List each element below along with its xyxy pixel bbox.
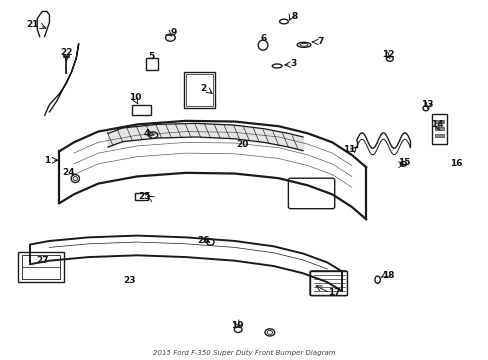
Text: 6: 6 (260, 34, 266, 43)
Bar (18, 252, 64, 282)
Bar (132, 105, 151, 116)
Text: 22: 22 (60, 48, 73, 57)
Text: 21: 21 (26, 19, 39, 28)
Bar (62, 55, 69, 57)
Bar (21, 255, 60, 279)
Text: 14: 14 (430, 120, 443, 129)
Bar (185, 74, 212, 107)
Text: 18: 18 (381, 270, 394, 279)
Text: 4: 4 (143, 129, 150, 138)
Text: 19: 19 (230, 321, 243, 330)
Text: 13: 13 (420, 100, 433, 109)
Bar (434, 120, 443, 123)
Bar (135, 193, 148, 200)
Text: 1: 1 (44, 156, 50, 165)
Bar (183, 72, 215, 108)
Bar (434, 134, 443, 137)
Text: 17: 17 (328, 288, 340, 297)
Text: 2: 2 (200, 84, 206, 93)
Text: 24: 24 (62, 168, 75, 177)
Text: 12: 12 (381, 50, 394, 59)
Text: 11: 11 (343, 145, 355, 154)
Text: 16: 16 (449, 159, 462, 168)
Text: 3: 3 (289, 59, 296, 68)
Text: 10: 10 (128, 93, 141, 102)
Text: 7: 7 (316, 37, 323, 46)
Text: 5: 5 (148, 52, 155, 61)
Bar (310, 271, 346, 296)
Bar (434, 127, 443, 130)
Text: 20: 20 (235, 140, 248, 149)
Text: 26: 26 (196, 237, 209, 246)
Text: 23: 23 (123, 276, 136, 285)
Text: 9: 9 (170, 28, 177, 37)
Text: 25: 25 (138, 192, 150, 201)
Text: 15: 15 (397, 158, 410, 167)
Bar (146, 58, 158, 69)
Bar (431, 114, 446, 144)
Text: 8: 8 (291, 12, 297, 21)
Text: 27: 27 (36, 256, 48, 265)
Text: 2015 Ford F-350 Super Duty Front Bumper Diagram: 2015 Ford F-350 Super Duty Front Bumper … (153, 350, 335, 356)
